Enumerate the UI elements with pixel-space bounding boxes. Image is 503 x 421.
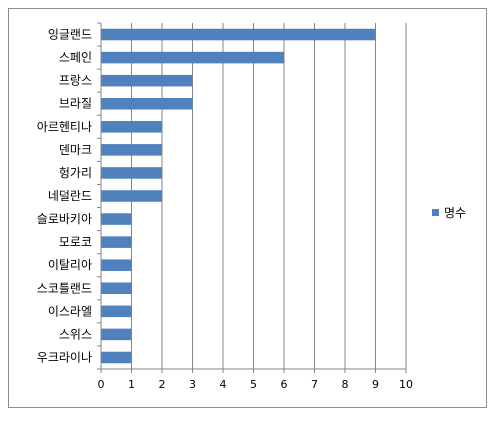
x-tick-label: 6 [281, 378, 288, 391]
legend-swatch [432, 209, 439, 216]
category-label: 브라질 [59, 97, 92, 111]
bar [101, 213, 132, 225]
category-label: 우크라이나 [37, 350, 92, 364]
category-label: 스위스 [59, 327, 92, 341]
legend-label: 명수 [444, 206, 466, 220]
x-tick-label: 2 [159, 378, 166, 391]
bar [101, 28, 376, 41]
bar [101, 74, 193, 87]
category-label: 이스라엘 [48, 304, 92, 318]
bars [101, 28, 376, 364]
category-label: 스페인 [59, 51, 92, 65]
x-tick-label: 10 [399, 378, 413, 391]
chart-frame [8, 8, 487, 408]
bar [101, 305, 132, 318]
category-label: 네덜란드 [48, 189, 92, 203]
x-tick-label: 3 [189, 378, 196, 391]
bar [101, 97, 193, 110]
x-tick-label: 9 [372, 378, 379, 391]
x-tick-label: 7 [311, 378, 318, 391]
category-label: 아르헨티나 [37, 120, 92, 134]
x-tick-label: 8 [342, 378, 349, 391]
bar [101, 259, 132, 271]
bar [101, 236, 132, 248]
tick-labels: 0 1 2 3 4 5 6 7 8 9 10 [98, 378, 414, 391]
category-label: 잉글랜드 [48, 28, 92, 42]
bar [101, 51, 284, 64]
x-tick-label: 1 [128, 378, 135, 391]
category-label: 헝가리 [59, 166, 92, 180]
bar [101, 190, 162, 202]
category-labels: 잉글랜드스페인프랑스브라질아르헨티나덴마크헝가리네덜란드슬로바키아모로코이탈리아… [37, 28, 92, 365]
category-label: 스코틀랜드 [37, 281, 92, 295]
x-tick-label: 4 [220, 378, 227, 391]
bar [101, 351, 132, 364]
bar [101, 167, 162, 179]
category-label: 이탈리아 [48, 258, 92, 272]
axes [97, 22, 407, 373]
bar [101, 144, 162, 156]
bar [101, 282, 132, 295]
category-label: 프랑스 [59, 74, 92, 88]
category-label: 슬로바키아 [37, 212, 92, 226]
bar [101, 328, 132, 341]
category-label: 모로코 [59, 235, 92, 249]
bar [101, 121, 162, 133]
legend: 명수 [432, 206, 466, 220]
x-tick-label: 5 [250, 378, 257, 391]
category-label: 덴마크 [59, 143, 92, 157]
x-tick-label: 0 [98, 378, 105, 391]
